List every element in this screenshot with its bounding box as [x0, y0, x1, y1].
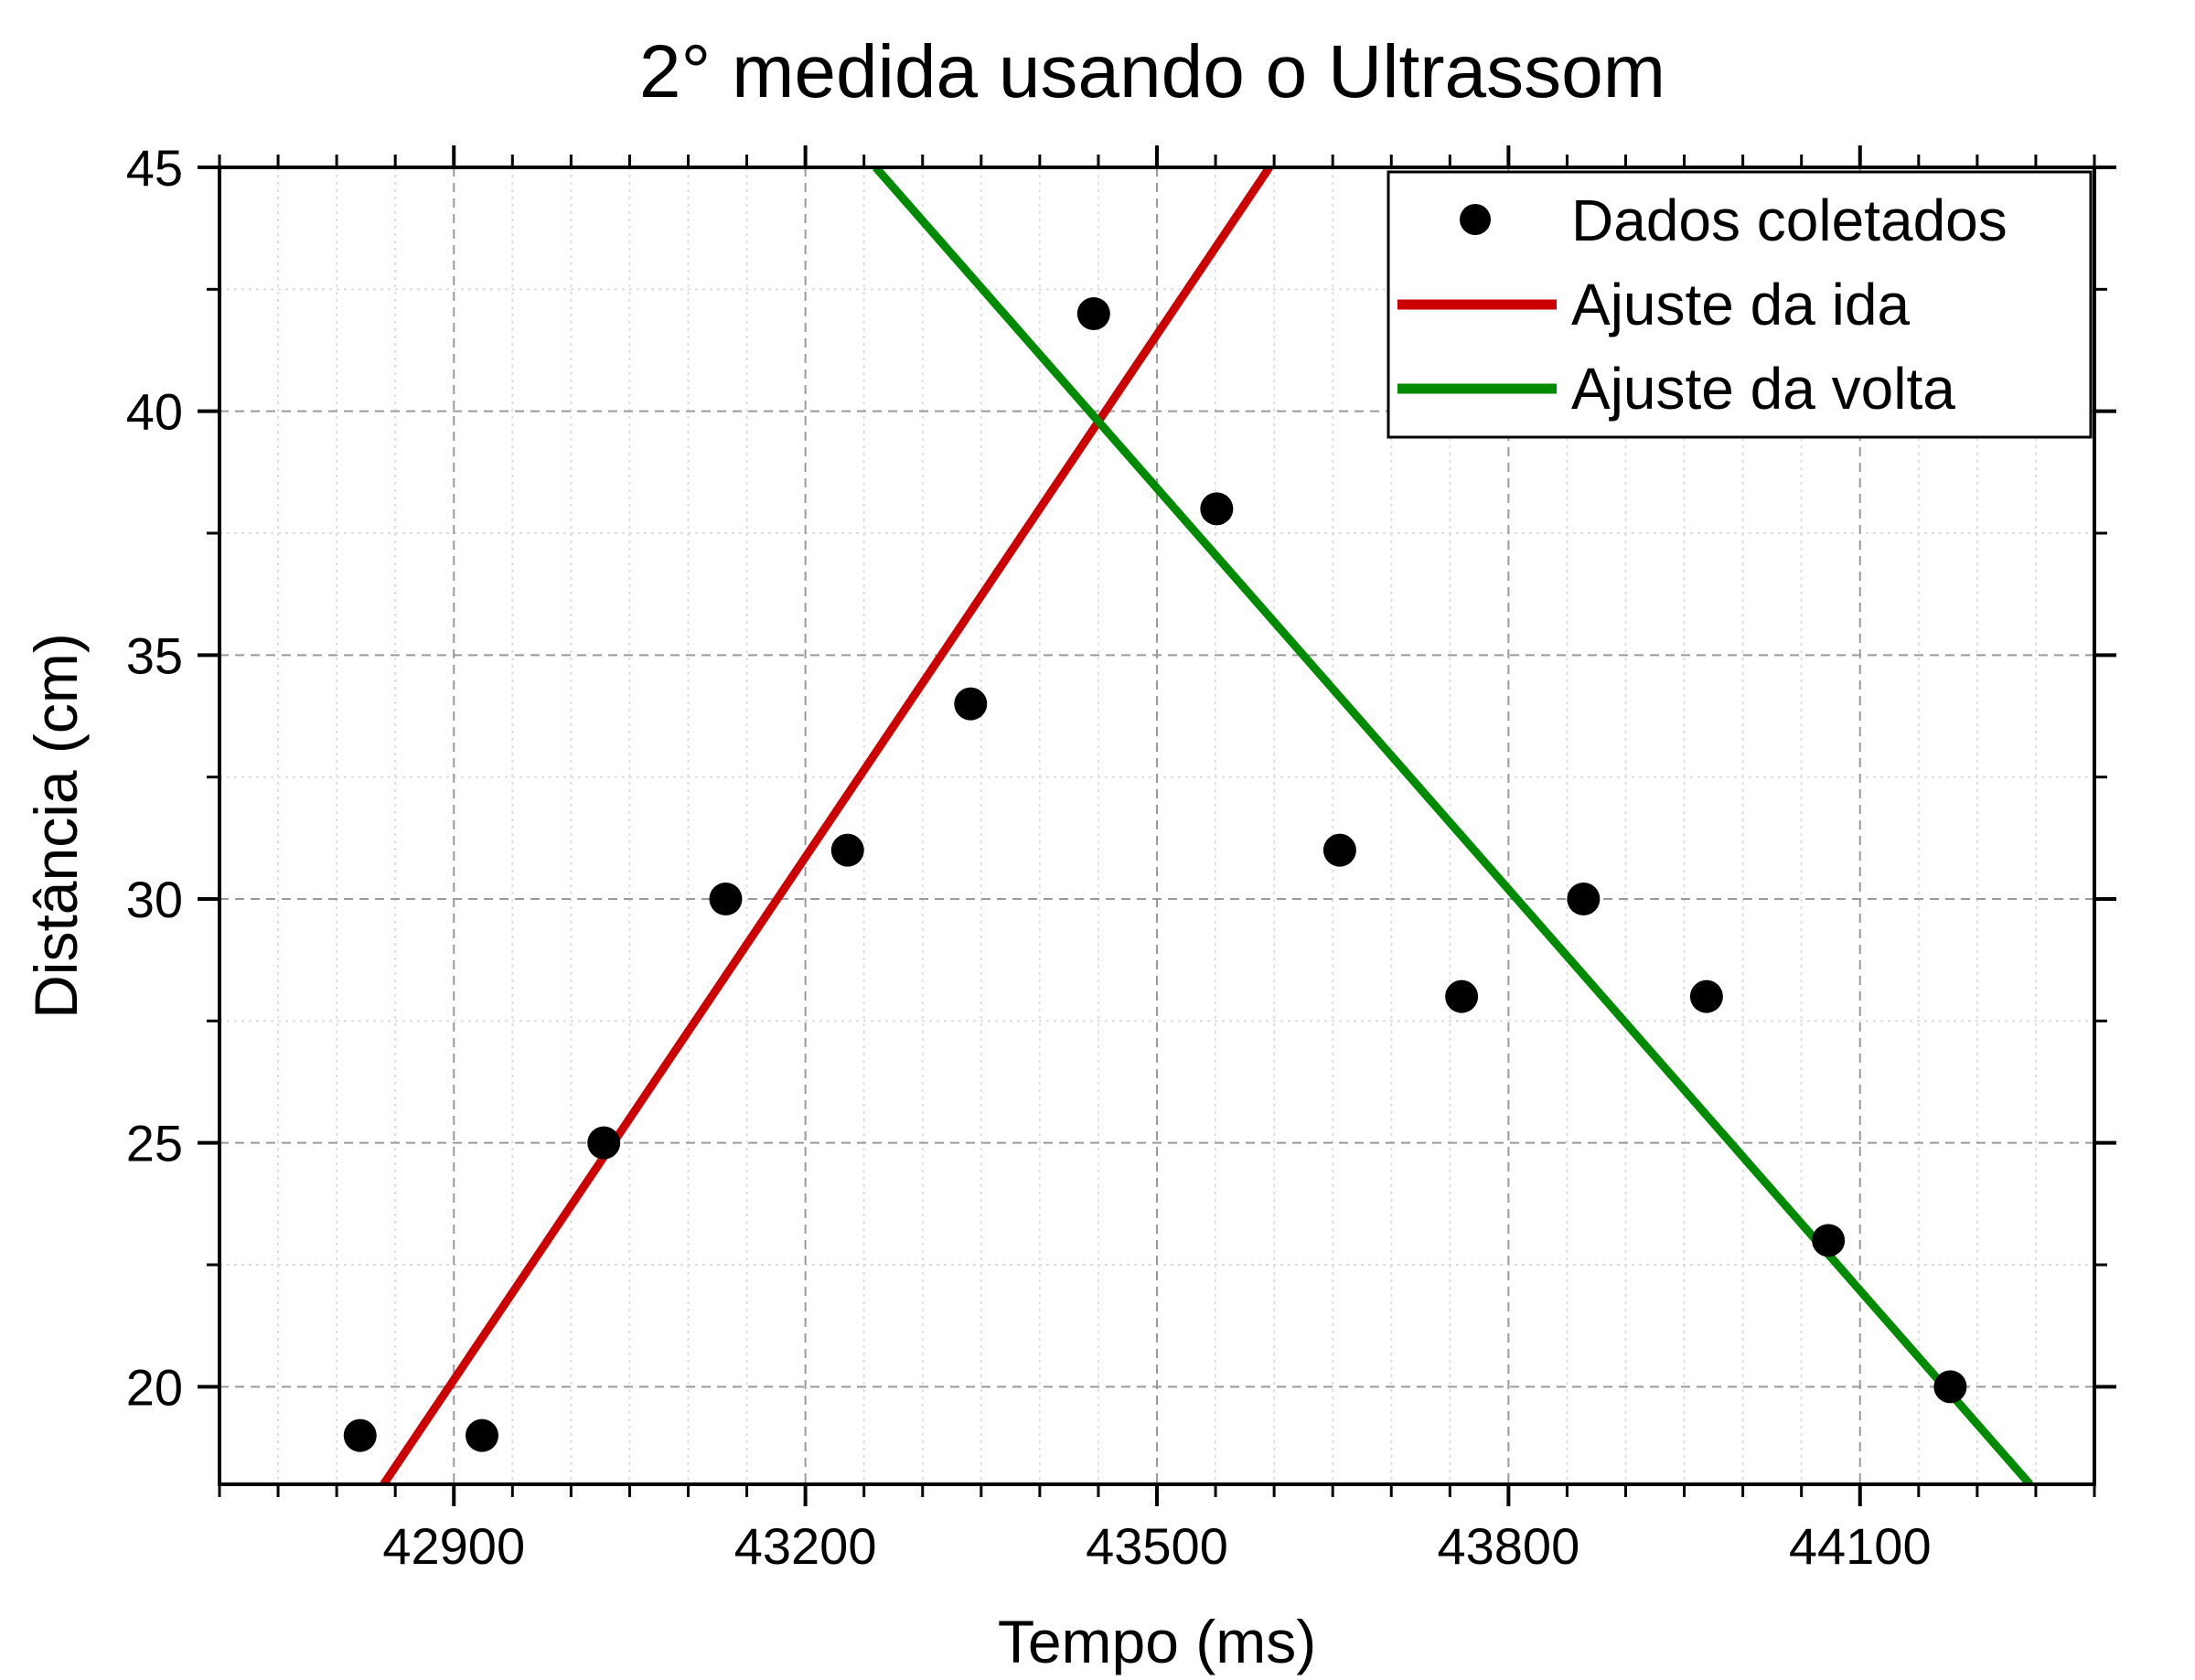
data-point — [587, 1126, 621, 1160]
data-point — [1689, 979, 1723, 1013]
legend-label-dados-coletados: Dados coletados — [1571, 187, 2008, 253]
major-gridlines — [220, 167, 2094, 1484]
axis-ticks — [198, 145, 2116, 1506]
x-tick-labels: 42900 43200 43500 43800 44100 — [382, 1517, 1931, 1575]
x-tick-label: 44100 — [1789, 1517, 1932, 1575]
data-point — [1445, 979, 1479, 1013]
data-point — [466, 1418, 498, 1452]
fit-line-ajuste-da-ida — [380, 167, 1273, 1484]
data-point — [1812, 1224, 1846, 1257]
legend-marker-dados-coletados — [1460, 204, 1491, 235]
data-point — [1076, 297, 1110, 330]
y-tick-label: 40 — [126, 383, 183, 441]
legend: Dados coletados Ajuste da ida Ajuste da … — [1387, 170, 2093, 439]
data-point — [1322, 833, 1356, 867]
data-point — [830, 833, 864, 867]
y-tick-label: 20 — [126, 1358, 183, 1416]
data-point — [1567, 883, 1601, 915]
data-point — [954, 687, 988, 721]
chart-title: 2° medida usando o Ultrassom — [639, 30, 1665, 113]
y-tick-label: 45 — [126, 139, 183, 197]
x-tick-label: 42900 — [382, 1517, 525, 1575]
data-points — [343, 297, 1967, 1452]
y-axis-title: Distância (cm) — [22, 633, 90, 1019]
plot-area — [343, 167, 2033, 1484]
y-tick-label: 30 — [126, 871, 183, 928]
data-point — [1200, 492, 1234, 526]
fit-lines — [380, 167, 2033, 1484]
x-tick-label: 43800 — [1438, 1517, 1580, 1575]
x-axis-title: Tempo (ms) — [998, 1608, 1316, 1675]
x-tick-label: 43500 — [1086, 1517, 1228, 1575]
legend-label-ajuste-da-volta: Ajuste da volta — [1571, 356, 1955, 422]
fit-line-ajuste-da-volta — [873, 167, 2033, 1484]
x-tick-label: 43200 — [734, 1517, 877, 1575]
data-point — [709, 883, 743, 915]
legend-label-ajuste-da-ida: Ajuste da ida — [1571, 272, 1910, 337]
data-point — [1933, 1370, 1967, 1404]
data-point — [343, 1418, 377, 1452]
y-tick-label: 25 — [126, 1115, 183, 1172]
y-tick-label: 35 — [126, 626, 183, 684]
y-tick-labels: 20 25 30 35 40 45 — [126, 139, 183, 1416]
